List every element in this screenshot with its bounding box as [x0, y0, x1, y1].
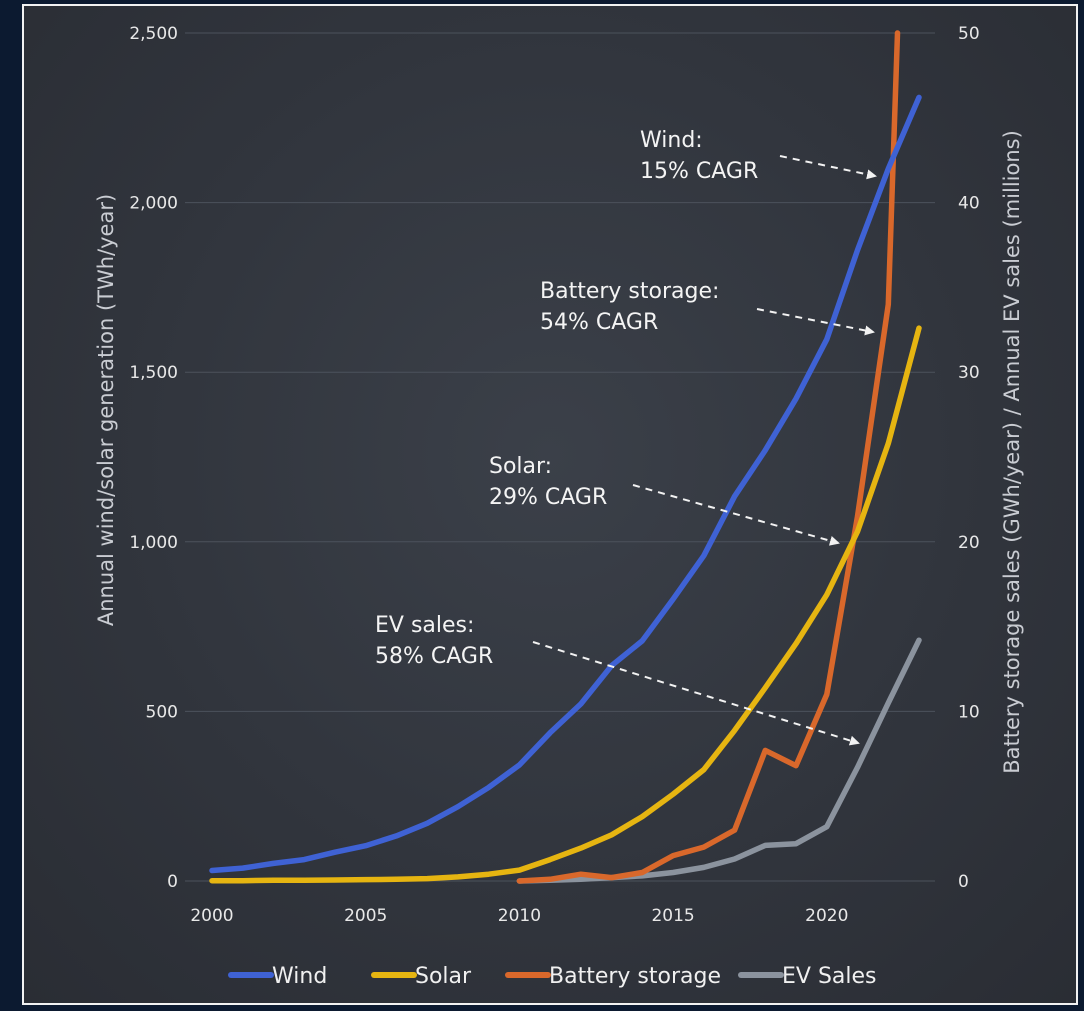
- x-tick-label: 2005: [344, 906, 387, 926]
- right-tick-label: 40: [958, 194, 980, 214]
- annotation-text: 58% CAGR: [375, 644, 493, 669]
- x-tick-label: 2010: [498, 906, 541, 926]
- right-tick-label: 0: [958, 872, 969, 892]
- left-tick-label: 1,500: [129, 363, 178, 383]
- left-tick-label: 0: [167, 872, 178, 892]
- left-tick-label: 500: [146, 702, 178, 722]
- annotation-arrow: [779, 155, 877, 180]
- right-tick-label: 20: [958, 533, 980, 553]
- left-axis-label: Annual wind/solar generation (TWh/year): [94, 194, 118, 626]
- annotation-text: EV sales:: [375, 613, 474, 638]
- x-tick-label: 2015: [651, 906, 694, 926]
- series-line-solar: [209, 325, 922, 884]
- annotation-arrow: [632, 484, 840, 546]
- x-tick-label: 2000: [190, 906, 233, 926]
- gridlines: [185, 32, 935, 882]
- right-tick-label: 30: [958, 363, 980, 383]
- annotation-battery-storage: Battery storage: 54% CAGR: [540, 279, 875, 336]
- annotation-text: Solar:: [489, 454, 552, 479]
- annotations: Wind: 15% CAGR Battery storage: 54% CAGR Sol…: [375, 128, 877, 746]
- annotation-text: Wind:: [640, 128, 703, 153]
- chart-panel: [22, 4, 1078, 1005]
- annotation-text: 15% CAGR: [640, 159, 758, 184]
- legend-item-wind: Wind: [228, 964, 327, 989]
- x-tick-label: 2020: [805, 906, 848, 926]
- left-tick-label: 2,000: [129, 194, 178, 214]
- series-line-wind: [209, 94, 922, 874]
- legend-label: EV Sales: [782, 964, 877, 989]
- legend-label: Solar: [415, 964, 472, 989]
- right-axis-label: Battery storage sales (GWh/year) / Annua…: [1000, 130, 1024, 774]
- annotation-arrow: [756, 308, 875, 336]
- legend-label: Battery storage: [549, 964, 721, 989]
- series-lines: [209, 30, 922, 884]
- left-tick-label: 2,500: [129, 24, 178, 44]
- right-tick-label: 50: [958, 24, 980, 44]
- annotation-text: 29% CAGR: [489, 485, 607, 510]
- annotation-text: Battery storage:: [540, 279, 719, 304]
- annotation-wind: Wind: 15% CAGR: [640, 128, 877, 184]
- right-tick-label: 10: [958, 702, 980, 722]
- right-axis-ticks: 0 10 20 30 40 50: [958, 24, 980, 892]
- left-axis-ticks: 0 500 1,000 1,500 2,000 2,500: [129, 24, 178, 892]
- left-tick-label: 1,000: [129, 533, 178, 553]
- legend: Wind Solar Battery storage EV Sales: [228, 964, 877, 989]
- annotation-ev-sales: EV sales: 58% CAGR: [375, 613, 860, 746]
- x-axis-ticks: 2000 2005 2010 2015 2020: [190, 906, 848, 926]
- annotation-arrow: [532, 641, 860, 746]
- annotation-solar: Solar: 29% CAGR: [489, 454, 840, 546]
- legend-label: Wind: [272, 964, 327, 989]
- annotation-text: 54% CAGR: [540, 310, 658, 335]
- series-line-ev-sales: [516, 637, 922, 884]
- legend-item-battery-storage: Battery storage: [505, 964, 721, 989]
- legend-item-ev-sales: EV Sales: [738, 964, 877, 989]
- legend-item-solar: Solar: [371, 964, 472, 989]
